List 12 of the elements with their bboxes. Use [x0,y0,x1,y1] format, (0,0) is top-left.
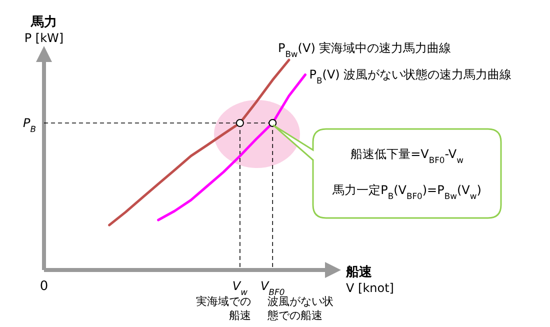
x-tick-label: 0 [40,279,48,294]
text: 馬力一定P$_{B}$(V$_{BF0}$)=P$_{Bw}$(V$_{w}$) [332,183,482,201]
x-tick-label: V$_{w}$ [232,279,248,297]
text: 波風がない状態での船速 [266,295,334,322]
series-label: P$_{B}$(V) 波風がない状態の速力馬力曲線 [309,68,512,86]
y-axis-title: 馬力 P [kW] [24,15,64,45]
x-axis-title: 船速 V [knot] [345,265,394,295]
series-label: P$_{Bw}$(V) 実海域中の速力馬力曲線 [278,41,452,59]
text: 実海域での船速 [196,295,251,322]
text: 船速低下量=V$_{BF0}$-V$_{w}$ [350,147,464,165]
x-tick-label: V$_{BF0}$ [260,279,285,297]
ref-line-label: P$_{B}$ [23,116,36,134]
